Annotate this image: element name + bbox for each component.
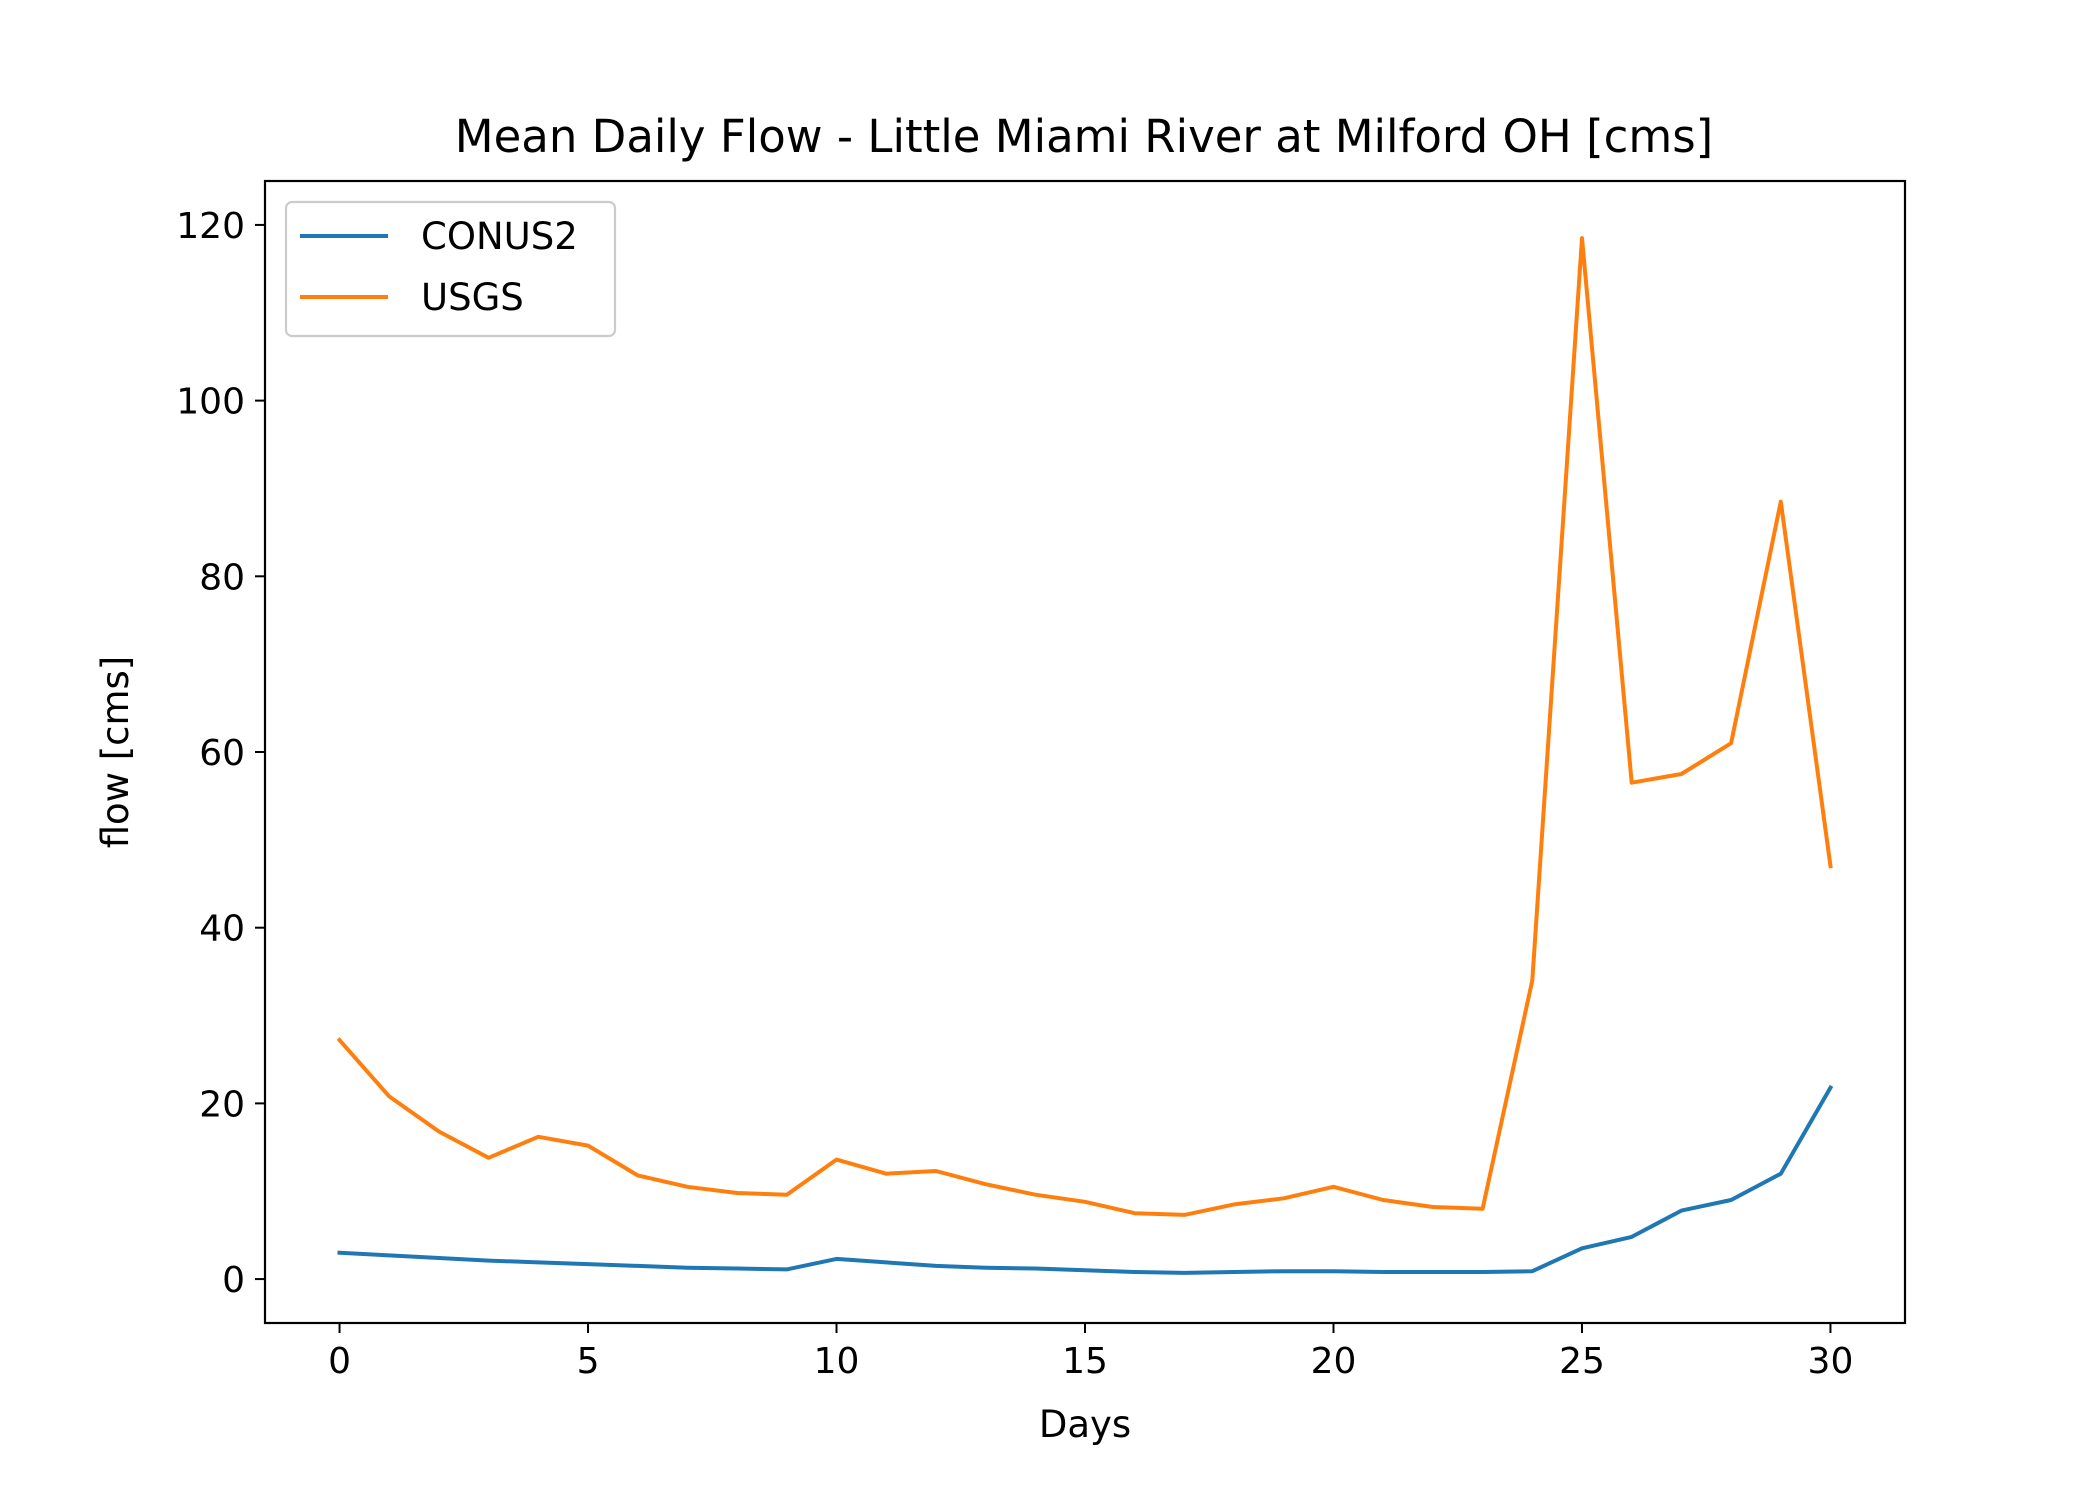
legend-label-conus2: CONUS2 [421, 215, 578, 258]
x-tick-label: 5 [577, 1341, 600, 1382]
y-axis-ticks: 0 20 40 60 80 100 120 [176, 206, 265, 1301]
series-line-usgs [336, 236, 1833, 1217]
x-axis-label: Days [1039, 1403, 1131, 1446]
x-tick-label: 10 [814, 1341, 860, 1382]
plot-background [265, 181, 1905, 1323]
y-tick-label: 40 [199, 909, 245, 950]
x-axis-ticks: 0 5 10 15 20 25 30 [328, 1323, 1853, 1382]
y-tick-label: 120 [176, 206, 245, 247]
y-axis-label: flow [cms] [94, 656, 137, 849]
y-tick-label: 100 [176, 382, 245, 423]
x-tick-label: 0 [328, 1341, 351, 1382]
series-line-conus2 [337, 1084, 1834, 1275]
legend: CONUS2 USGS [284, 200, 617, 338]
x-tick-label: 15 [1062, 1341, 1108, 1382]
legend-label-usgs: USGS [421, 276, 524, 319]
y-tick-label: 80 [199, 557, 245, 598]
plot-area [263, 179, 1907, 1325]
series-layer [336, 236, 1834, 1275]
x-tick-label: 25 [1559, 1341, 1605, 1382]
chart-title: Mean Daily Flow - Little Miami River at … [455, 110, 1713, 163]
y-tick-label: 20 [199, 1084, 245, 1125]
x-tick-label: 30 [1808, 1341, 1854, 1382]
y-tick-label: 60 [199, 733, 245, 774]
y-tick-label: 0 [222, 1260, 245, 1301]
x-tick-label: 20 [1311, 1341, 1357, 1382]
